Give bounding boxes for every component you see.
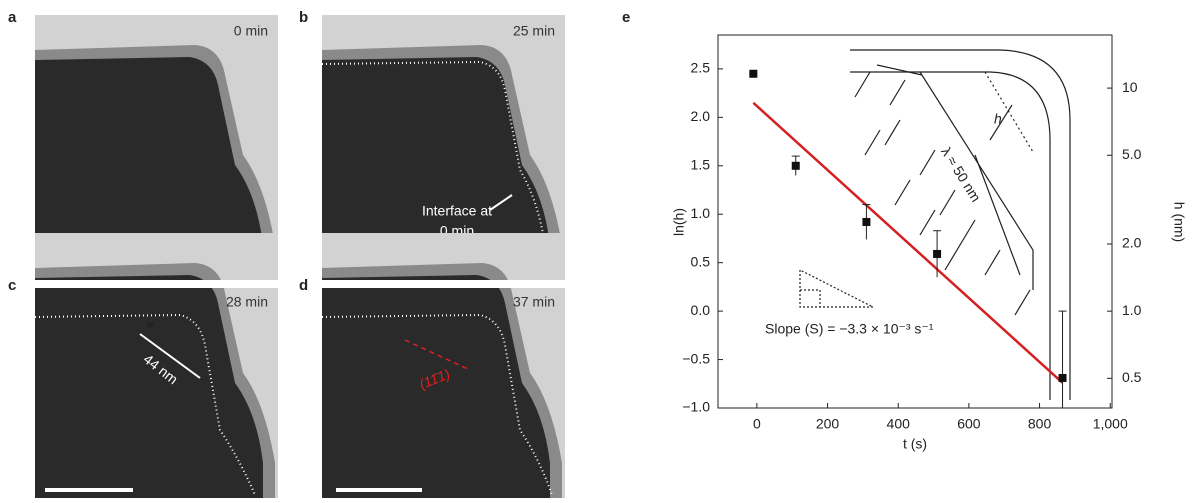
annotation: Interface at xyxy=(422,203,492,219)
point xyxy=(1059,374,1067,382)
time-label: 28 min xyxy=(226,294,268,310)
x-tick-label: 1,000 xyxy=(1093,416,1128,432)
y2-tick-label: 5.0 xyxy=(1122,146,1142,162)
y2-tick-label: 1.0 xyxy=(1122,302,1142,318)
x-axis-label: t (s) xyxy=(903,436,927,452)
y-tick-label: 0.5 xyxy=(691,253,711,269)
time-label: 0 min xyxy=(234,23,268,39)
panel-label: b xyxy=(299,9,308,26)
y-tick-label: 0.0 xyxy=(691,302,711,318)
schematic xyxy=(800,50,1070,400)
figure: a 0 min b 25 min Interface at 0 min c 28… xyxy=(0,0,1193,498)
y-axis-label: ln(h) xyxy=(671,208,687,236)
y2-axis-label: h (nm) xyxy=(1171,202,1187,242)
x-tick-label: 400 xyxy=(887,416,911,432)
plot-frame xyxy=(718,35,1112,408)
fit-line xyxy=(753,103,1062,383)
y-tick-label: −1.0 xyxy=(682,399,710,415)
x-tick-label: 0 xyxy=(753,416,761,432)
y-tick-label: 2.5 xyxy=(691,60,711,76)
annotation: λ ≈ 50 nm xyxy=(938,144,984,205)
y-tick-label: 1.5 xyxy=(691,156,711,172)
point xyxy=(792,162,800,170)
x-tick-label: 800 xyxy=(1028,416,1052,432)
point xyxy=(749,70,757,78)
annotation: h xyxy=(994,111,1002,127)
point xyxy=(933,250,941,258)
panel-label: a xyxy=(8,9,17,26)
y2-tick-label: 0.5 xyxy=(1122,369,1142,385)
panel-label: c xyxy=(8,277,16,294)
panel-label: d xyxy=(299,277,308,294)
panel-label: e xyxy=(622,9,630,26)
y-tick-label: 2.0 xyxy=(691,108,711,124)
x-tick-label: 600 xyxy=(957,416,981,432)
x-tick-label: 200 xyxy=(816,416,840,432)
point xyxy=(862,218,870,226)
annotation: Slope (S) = −3.3 × 10⁻³ s⁻¹ xyxy=(765,321,934,337)
y2-tick-label: 10 xyxy=(1122,79,1138,95)
y-tick-label: 1.0 xyxy=(691,205,711,221)
micrograph-d xyxy=(278,233,565,498)
time-label: 37 min xyxy=(513,294,555,310)
time-label: 25 min xyxy=(513,23,555,39)
y-tick-label: −0.5 xyxy=(682,350,710,366)
y2-tick-label: 2.0 xyxy=(1122,235,1142,251)
